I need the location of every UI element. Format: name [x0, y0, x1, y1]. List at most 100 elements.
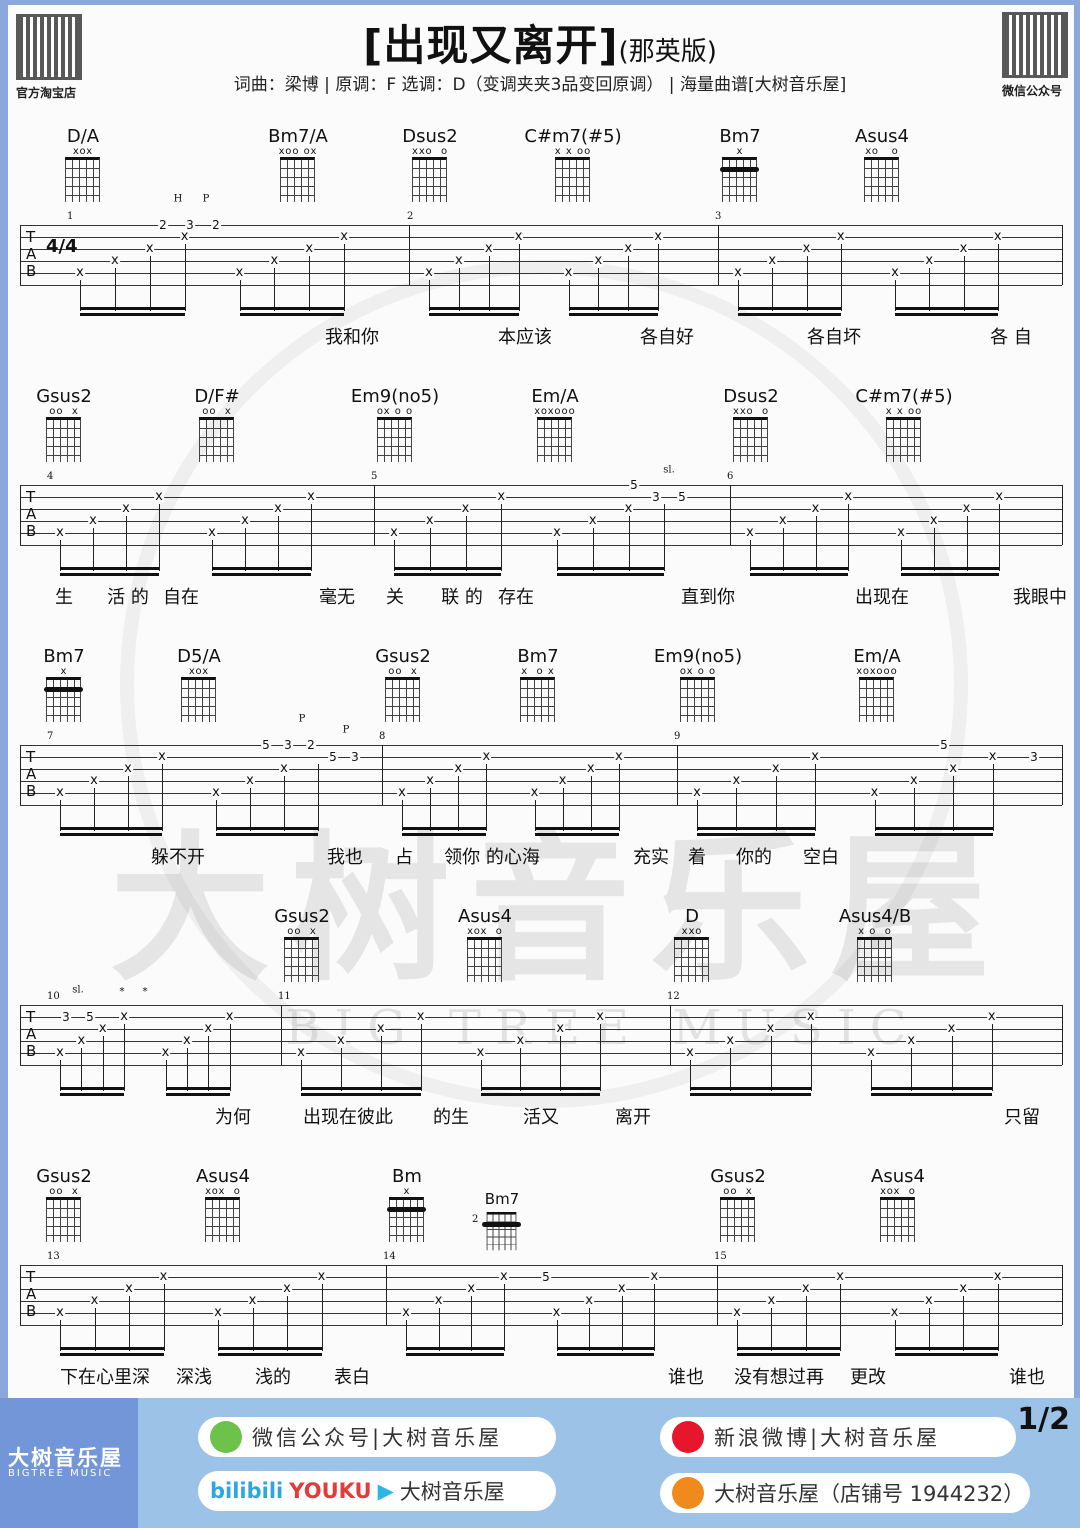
- note-stem: [81, 1048, 83, 1091]
- tab-note-x: x: [958, 1281, 969, 1296]
- tab-clef-letter: T: [26, 228, 36, 246]
- fret-number: 5: [85, 1010, 95, 1024]
- youku-logo: YOUKU: [289, 1479, 372, 1503]
- chord-open-muted-marks: xxo o: [732, 406, 770, 417]
- note-stem: [394, 540, 395, 571]
- lyric: 联 的: [441, 587, 483, 608]
- footer: 大树音乐屋 BIGTREE MUSIC 微信公众号|大树音乐屋 bilibili…: [0, 1398, 1080, 1528]
- note-stem: [503, 1284, 505, 1351]
- lyric: 占: [395, 847, 413, 868]
- tab-note-x: x: [55, 525, 65, 540]
- tab-note-x: x: [906, 1033, 917, 1048]
- tab-note-x: x: [649, 1269, 660, 1284]
- barline: [20, 1005, 21, 1065]
- note-stem: [772, 268, 774, 311]
- weibo-link[interactable]: 新浪微博|大树音乐屋: [660, 1417, 1016, 1457]
- tab-note-x: x: [551, 1305, 562, 1320]
- fret-number: 3: [61, 1010, 71, 1024]
- taobao-link[interactable]: 大树音乐屋（店铺号 1944232）: [660, 1473, 1030, 1513]
- qr-code-taobao[interactable]: [16, 14, 82, 80]
- tab-clef-letter: B: [26, 1042, 37, 1060]
- note-stem: [589, 1308, 591, 1351]
- technique-mark: *: [142, 986, 148, 998]
- tab-note-x: x: [182, 1033, 192, 1048]
- note-beam: [394, 573, 502, 576]
- chord-open-muted-marks: x o o: [858, 926, 892, 937]
- tab-note-x: x: [653, 229, 663, 244]
- wechat-link[interactable]: 微信公众号|大树音乐屋: [198, 1417, 556, 1457]
- tab-note-x: x: [157, 749, 167, 764]
- wechat-icon: [210, 1421, 242, 1453]
- barline: [382, 745, 383, 805]
- tab-note-x: x: [623, 241, 634, 256]
- qr-code-wechat[interactable]: [1002, 12, 1068, 78]
- chord-diagram: [46, 417, 81, 462]
- note-beam: [556, 1353, 655, 1356]
- tab-note-x: x: [89, 773, 99, 788]
- tab-note-x: x: [119, 1009, 129, 1024]
- fret-number: 3: [1029, 750, 1039, 764]
- chord-diagram: [46, 677, 81, 722]
- chord-name: Bm7: [484, 1190, 520, 1208]
- tab-note-x: x: [529, 785, 540, 800]
- note-stem: [184, 244, 186, 311]
- note-stem: [406, 1320, 407, 1351]
- note-stem: [216, 800, 217, 831]
- tab-note-x: x: [245, 773, 255, 788]
- chord-open-muted-marks: x: [403, 1186, 411, 1197]
- fret-number: 5: [541, 1270, 551, 1284]
- note-beam: [60, 1093, 125, 1096]
- staff-line: [20, 261, 1062, 262]
- taobao-label: 大树音乐屋（店铺号 1944232）: [714, 1482, 1025, 1506]
- note-beam: [216, 833, 318, 836]
- note-stem: [871, 1060, 872, 1091]
- technique-mark: H: [173, 193, 183, 205]
- chord-diagram: [722, 157, 757, 202]
- tab-note-x: x: [144, 241, 155, 256]
- note-stem: [149, 256, 151, 311]
- note-stem: [402, 800, 403, 831]
- note-stem: [471, 1296, 473, 1351]
- tab-note-x: x: [593, 253, 604, 268]
- watermark-latin: BIG TREE MUSIC: [285, 1000, 921, 1056]
- chord-diagram: [467, 937, 502, 982]
- note-beam: [394, 567, 502, 570]
- chord-open-muted-marks: xoxooo: [534, 406, 576, 417]
- staff-line: [20, 533, 1062, 534]
- chord-diagram: [886, 417, 921, 462]
- staff-line: [20, 497, 1062, 498]
- chord-open-muted-marks: xxo: [681, 926, 703, 937]
- chord-open-muted-marks: oo x: [287, 926, 317, 937]
- note-stem: [697, 800, 698, 831]
- note-beam: [80, 307, 185, 310]
- footer-brand-latin: BIGTREE MUSIC: [8, 1468, 113, 1479]
- note-stem: [287, 1296, 288, 1351]
- tab-note-x: x: [424, 513, 435, 528]
- note-stem: [128, 776, 129, 831]
- note-stem: [430, 788, 432, 831]
- barline: [677, 745, 678, 805]
- note-beam: [406, 1353, 504, 1356]
- note-stem: [80, 280, 81, 311]
- note-stem: [252, 1308, 254, 1351]
- tab-note-x: x: [961, 501, 972, 516]
- lyric: 生: [55, 587, 73, 608]
- note-stem: [840, 1284, 842, 1351]
- chord-diagram: [385, 677, 420, 722]
- tab-note-x: x: [88, 513, 98, 528]
- staff-line: [20, 769, 1062, 770]
- note-stem: [309, 256, 311, 311]
- lyric: 躲不开: [151, 847, 205, 868]
- chord-diagram: [280, 157, 315, 202]
- technique-mark: P: [298, 713, 306, 725]
- tab-note-x: x: [896, 525, 906, 540]
- note-stem: [311, 504, 312, 571]
- tab-note-x: x: [733, 265, 743, 280]
- lyric: 自在: [163, 587, 199, 608]
- chord-open-muted-marks: oo x: [723, 1186, 753, 1197]
- fret-number: 5: [261, 738, 271, 752]
- note-stem: [208, 1036, 210, 1091]
- video-link[interactable]: bilibili YOUKU ▶ 大树音乐屋: [198, 1471, 556, 1511]
- tab-note-x: x: [805, 1009, 816, 1024]
- note-beam: [556, 1347, 655, 1350]
